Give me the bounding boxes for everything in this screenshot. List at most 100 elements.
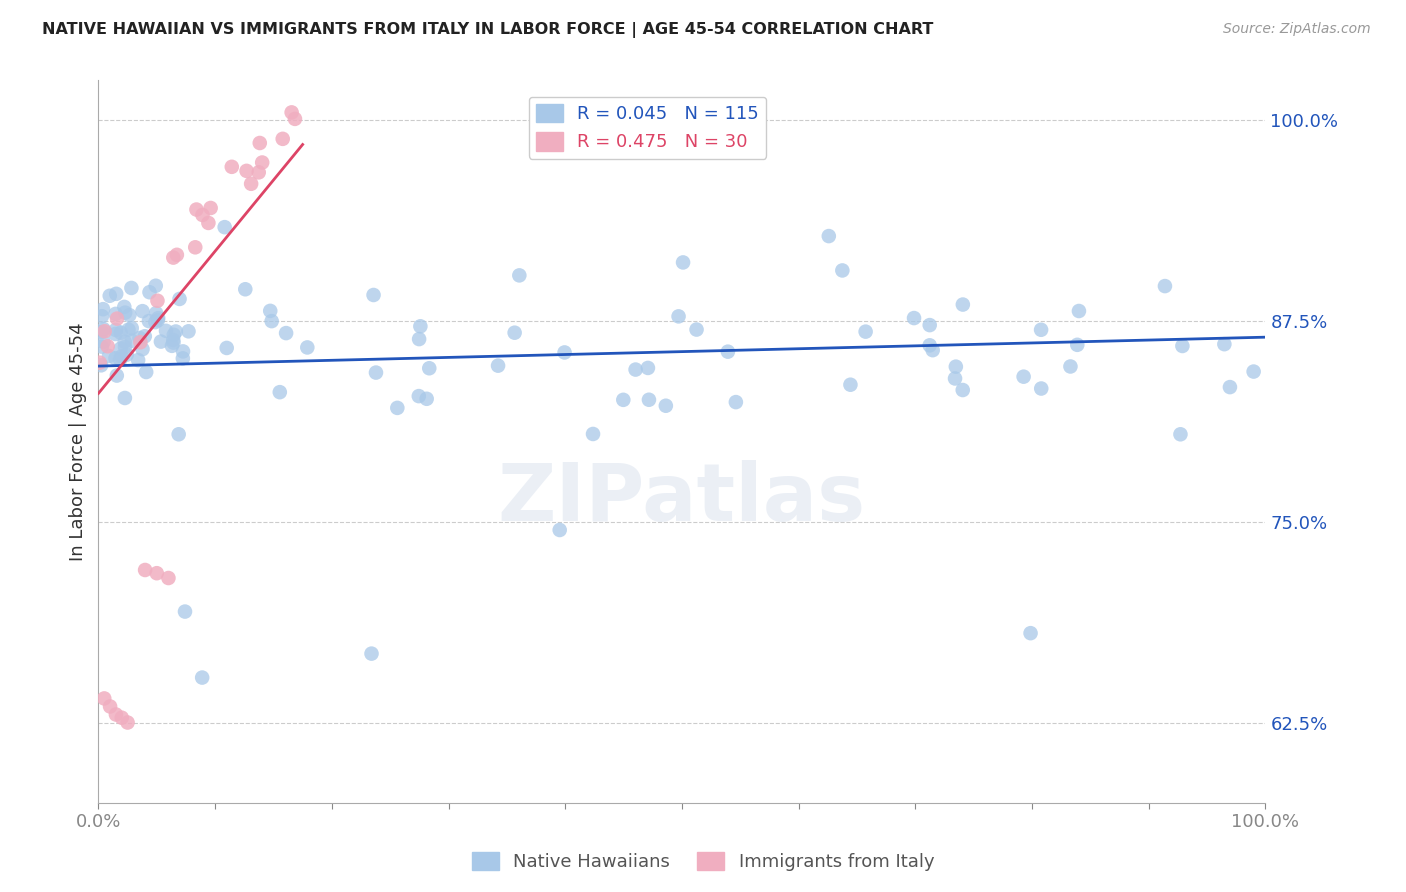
Y-axis label: In Labor Force | Age 45-54: In Labor Force | Age 45-54	[69, 322, 87, 561]
Point	[98, 699, 121, 714]
Point	[117, 323, 139, 337]
Point	[134, 563, 156, 577]
Point	[408, 332, 430, 346]
Point	[918, 318, 941, 332]
Point	[638, 392, 661, 407]
Point	[172, 344, 194, 359]
Point	[146, 566, 169, 581]
Point	[105, 368, 128, 383]
Point	[945, 359, 967, 374]
Point	[165, 325, 187, 339]
Point	[1171, 339, 1194, 353]
Point	[90, 325, 112, 339]
Point	[110, 350, 132, 364]
Point	[98, 349, 121, 363]
Point	[145, 306, 167, 320]
Legend: Native Hawaiians, Immigrants from Italy: Native Hawaiians, Immigrants from Italy	[464, 845, 942, 879]
Point	[672, 255, 695, 269]
Point	[221, 160, 243, 174]
Point	[114, 306, 136, 320]
Point	[952, 297, 974, 311]
Point	[215, 341, 238, 355]
Point	[1066, 338, 1088, 352]
Point	[260, 314, 283, 328]
Point	[197, 216, 219, 230]
Point	[817, 229, 839, 244]
Point	[387, 401, 409, 415]
Point	[233, 282, 256, 296]
Point	[114, 391, 136, 405]
Point	[363, 288, 385, 302]
Point	[120, 281, 142, 295]
Point	[111, 711, 134, 725]
Point	[162, 335, 184, 350]
Point	[157, 571, 180, 585]
Point	[91, 310, 114, 324]
Point	[724, 395, 747, 409]
Point	[418, 361, 440, 376]
Point	[184, 240, 207, 254]
Point	[503, 326, 526, 340]
Point	[172, 351, 194, 366]
Point	[1154, 279, 1177, 293]
Point	[145, 315, 167, 329]
Point	[118, 308, 141, 322]
Point	[855, 325, 877, 339]
Point	[160, 339, 183, 353]
Point	[409, 319, 432, 334]
Point	[364, 366, 387, 380]
Point	[89, 356, 111, 370]
Point	[1019, 626, 1042, 640]
Point	[169, 292, 191, 306]
Point	[637, 360, 659, 375]
Point	[104, 307, 127, 321]
Point	[250, 155, 273, 169]
Point	[548, 523, 571, 537]
Point	[138, 314, 160, 328]
Point	[921, 343, 943, 358]
Point	[98, 289, 121, 303]
Point	[97, 339, 120, 353]
Point	[247, 165, 270, 179]
Point	[918, 338, 941, 352]
Point	[191, 208, 214, 222]
Point	[149, 334, 172, 349]
Point	[162, 333, 184, 347]
Point	[117, 715, 139, 730]
Point	[93, 324, 115, 338]
Point	[115, 348, 138, 362]
Text: NATIVE HAWAIIAN VS IMMIGRANTS FROM ITALY IN LABOR FORCE | AGE 45-54 CORRELATION : NATIVE HAWAIIAN VS IMMIGRANTS FROM ITALY…	[42, 22, 934, 38]
Point	[554, 345, 576, 359]
Point	[104, 707, 127, 722]
Point	[110, 326, 132, 340]
Point	[668, 310, 690, 324]
Point	[831, 263, 853, 277]
Point	[93, 322, 115, 336]
Point	[271, 132, 294, 146]
Point	[127, 353, 149, 368]
Point	[360, 647, 382, 661]
Point	[146, 293, 169, 308]
Point	[163, 327, 186, 342]
Point	[214, 220, 236, 235]
Point	[104, 326, 127, 341]
Point	[104, 323, 127, 337]
Point	[415, 392, 437, 406]
Point	[1219, 380, 1241, 394]
Point	[839, 377, 862, 392]
Point	[1067, 304, 1090, 318]
Point	[186, 202, 208, 217]
Point	[1012, 369, 1035, 384]
Point	[200, 201, 222, 215]
Point	[91, 302, 114, 317]
Point	[249, 136, 271, 150]
Text: Source: ZipAtlas.com: Source: ZipAtlas.com	[1223, 22, 1371, 37]
Point	[655, 399, 678, 413]
Point	[685, 322, 707, 336]
Point	[114, 334, 136, 349]
Point	[145, 278, 167, 293]
Point	[259, 304, 281, 318]
Point	[155, 324, 177, 338]
Text: ZIPatlas: ZIPatlas	[498, 460, 866, 539]
Point	[408, 389, 430, 403]
